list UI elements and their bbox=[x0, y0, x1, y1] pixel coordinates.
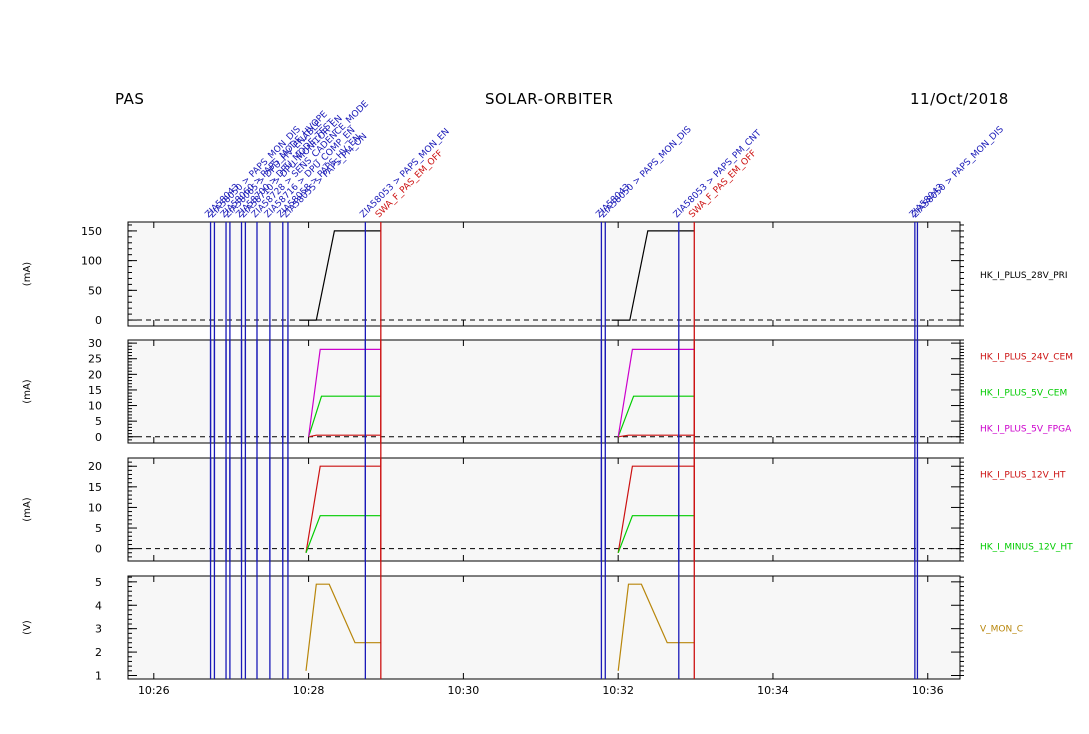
series-line-hk-i-plus-24v-cem bbox=[308, 434, 381, 438]
x-tick-label: 10:34 bbox=[757, 684, 789, 697]
x-tick-label: 10:26 bbox=[138, 684, 170, 697]
series-line-hk-i-plus-5v-cem bbox=[308, 395, 381, 437]
x-tick-label: 10:28 bbox=[293, 684, 325, 697]
y-tick-label: 2 bbox=[95, 646, 102, 659]
series-line bbox=[617, 348, 695, 437]
y-tick-label: 15 bbox=[88, 481, 102, 494]
y-tick-label: 50 bbox=[88, 284, 102, 297]
y-tick-label: 10 bbox=[88, 400, 102, 413]
series-line-hk-i-plus-28v-pri bbox=[299, 230, 381, 321]
y-tick-label: 3 bbox=[95, 623, 102, 636]
series-line bbox=[618, 434, 695, 438]
y-tick-label: 10 bbox=[88, 501, 102, 514]
series-label: HK_I_PLUS_5V_FPGA bbox=[980, 425, 1072, 435]
y-axis-label: (mA) bbox=[22, 262, 33, 286]
panel-frame bbox=[127, 575, 961, 680]
y-tick-label: 20 bbox=[88, 460, 102, 473]
y-tick-label: 0 bbox=[95, 431, 102, 444]
event-marker-label: SWA_F_PAS_EM_OFF bbox=[687, 149, 758, 220]
series-label: HK_I_MINUS_12V_HT bbox=[980, 543, 1073, 553]
series-line-hk-i-minus-12v-ht bbox=[305, 515, 381, 554]
event-marker-label: ZIA58053 > PAPS_PM_CNT bbox=[672, 128, 764, 220]
y-tick-label: 5 bbox=[95, 576, 102, 589]
y-tick-label: 0 bbox=[95, 543, 102, 556]
series-line bbox=[617, 465, 695, 553]
instrument-label: PAS bbox=[115, 90, 145, 108]
y-tick-label: 100 bbox=[81, 255, 102, 268]
series-line bbox=[617, 515, 695, 554]
event-marker-label: ZIA58053 > PAPS_MON_EN bbox=[358, 127, 451, 220]
y-tick-label: 30 bbox=[88, 337, 102, 350]
event-marker-label: SWA_F_PAS_EM_OFF bbox=[374, 149, 445, 220]
series-label: HK_I_PLUS_24V_CEM bbox=[980, 352, 1073, 362]
series-line-hk-i-plus-12v-ht bbox=[305, 465, 381, 553]
y-tick-label: 15 bbox=[88, 384, 102, 397]
y-tick-label: 25 bbox=[88, 353, 102, 366]
y-tick-label: 150 bbox=[81, 225, 102, 238]
series-label: V_MON_C bbox=[980, 625, 1023, 635]
series-line bbox=[617, 395, 695, 438]
series-line bbox=[611, 230, 695, 321]
series-line-hk-i-plus-5v-fpga bbox=[308, 348, 381, 437]
series-line bbox=[617, 583, 695, 671]
y-tick-label: 4 bbox=[95, 599, 102, 612]
y-tick-label: 0 bbox=[95, 314, 102, 327]
panel-frame bbox=[127, 221, 961, 327]
mission-title: SOLAR-ORBITER bbox=[485, 90, 614, 108]
series-label: HK_I_PLUS_28V_PRI bbox=[980, 271, 1068, 281]
y-tick-label: 20 bbox=[88, 368, 102, 381]
series-label: HK_I_PLUS_12V_HT bbox=[980, 470, 1066, 480]
y-tick-label: 5 bbox=[95, 522, 102, 535]
panel-frame bbox=[127, 339, 961, 444]
x-tick-label: 10:30 bbox=[448, 684, 480, 697]
y-tick-label: 5 bbox=[95, 415, 102, 428]
x-tick-label: 10:36 bbox=[912, 684, 944, 697]
series-line-v-mon-c bbox=[305, 583, 381, 671]
y-axis-label: (V) bbox=[22, 620, 33, 635]
y-axis-label: (mA) bbox=[22, 379, 33, 403]
y-tick-label: 1 bbox=[95, 669, 102, 682]
y-axis-label: (mA) bbox=[22, 497, 33, 521]
panel-frame bbox=[127, 457, 961, 562]
series-label: HK_I_PLUS_5V_CEM bbox=[980, 389, 1067, 399]
date-label: 11/Oct/2018 bbox=[910, 90, 1009, 108]
event-marker-label: ZIA58050 > PAPS_MON_DIS bbox=[910, 125, 1006, 221]
x-tick-label: 10:32 bbox=[602, 684, 634, 697]
